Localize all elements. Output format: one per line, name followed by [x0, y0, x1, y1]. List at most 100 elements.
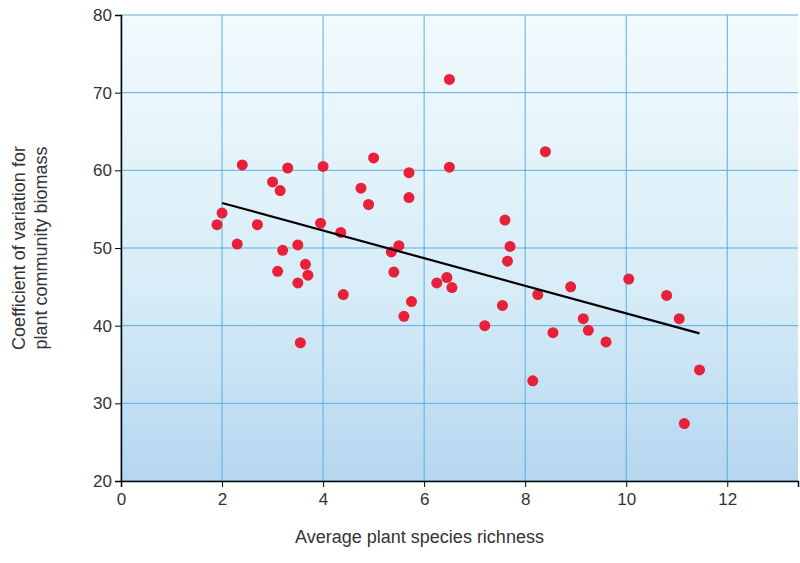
point — [479, 320, 490, 331]
y-tick-mark — [115, 15, 121, 16]
point — [499, 215, 510, 226]
point — [295, 337, 306, 348]
point — [275, 185, 286, 196]
y-tick: 80 — [93, 6, 121, 25]
x-tick-mark — [323, 481, 324, 487]
point — [583, 325, 594, 336]
y-tick-label: 30 — [93, 394, 112, 413]
y-tick: 20 — [93, 472, 121, 491]
y-tick-mark — [115, 93, 121, 94]
point — [431, 277, 442, 288]
point — [300, 259, 311, 270]
x-tick-mark — [424, 481, 425, 487]
point — [237, 159, 248, 170]
y-tick: 50 — [93, 239, 121, 258]
x-axis: 0 2 4 6 8 10 12 — [117, 481, 799, 509]
y-axis-title: Coefficient of variation for — [9, 146, 29, 350]
point — [363, 199, 374, 210]
y-tick-label: 40 — [93, 317, 112, 336]
x-tick-mark — [222, 481, 223, 487]
x-tick-mark — [525, 481, 526, 487]
y-tick-mark — [115, 170, 121, 171]
x-tick: 12 — [718, 481, 737, 509]
y-axis-line — [115, 16, 122, 482]
plot: 0 2 4 6 8 10 12 20 30 40 50 60 70 80 — [93, 6, 798, 509]
point — [232, 239, 243, 250]
point — [694, 364, 705, 375]
x-axis-title: Average plant species richness — [295, 527, 544, 547]
y-tick-mark — [115, 326, 121, 327]
point — [661, 290, 672, 301]
point — [277, 245, 288, 256]
y-tick: 60 — [93, 161, 121, 180]
y-tick: 40 — [93, 317, 121, 336]
x-tick-label: 8 — [521, 490, 530, 509]
x-tick-mark — [727, 481, 728, 487]
grid-line — [121, 92, 798, 93]
point — [540, 146, 551, 157]
grid-line — [121, 170, 798, 171]
x-tick-label: 4 — [319, 490, 328, 509]
point — [302, 270, 313, 281]
y-tick-label: 50 — [93, 239, 112, 258]
grid-line — [121, 403, 798, 404]
point — [441, 272, 452, 283]
x-tick-label: 12 — [718, 490, 737, 509]
point — [318, 161, 329, 172]
grid — [121, 15, 798, 481]
point — [406, 296, 417, 307]
point — [252, 219, 263, 230]
point — [565, 281, 576, 292]
point — [282, 163, 293, 174]
y-tick-mark — [115, 248, 121, 249]
x-tick: 0 — [117, 481, 126, 509]
x-axis-line — [122, 482, 799, 488]
grid-line — [121, 248, 798, 249]
point — [446, 282, 457, 293]
y-tick-mark — [115, 481, 121, 482]
point — [578, 313, 589, 324]
y-tick-label: 80 — [93, 6, 112, 25]
point — [368, 152, 379, 163]
marks — [211, 74, 704, 429]
point — [527, 375, 538, 386]
point — [547, 327, 558, 338]
x-tick: 2 — [218, 481, 227, 509]
point — [388, 267, 399, 278]
y-tick-label: 20 — [93, 472, 112, 491]
point — [315, 218, 326, 229]
point — [403, 192, 414, 203]
x-tick: 10 — [617, 481, 636, 509]
point — [674, 313, 685, 324]
point — [398, 311, 409, 322]
point — [623, 274, 634, 285]
y-tick-mark — [115, 403, 121, 404]
y-axis: 20 30 40 50 60 70 80 — [93, 6, 121, 491]
point — [497, 300, 508, 311]
point — [272, 266, 283, 277]
y-tick-label: 70 — [93, 84, 112, 103]
point — [444, 162, 455, 173]
y-tick-label: 60 — [93, 161, 112, 180]
point — [338, 289, 349, 300]
x-tick-label: 2 — [218, 490, 227, 509]
x-tick: 4 — [319, 481, 328, 509]
point — [444, 74, 455, 85]
y-tick: 70 — [93, 84, 121, 103]
point — [403, 167, 414, 178]
x-tick-label: 10 — [617, 490, 636, 509]
x-tick-mark — [626, 481, 627, 487]
point — [502, 256, 513, 267]
x-tick: 8 — [521, 481, 530, 509]
point — [217, 208, 228, 219]
point — [292, 239, 303, 250]
grid-line — [121, 15, 798, 16]
point — [601, 336, 612, 347]
x-tick-label: 6 — [420, 490, 429, 509]
point — [211, 219, 222, 230]
trend-line — [222, 203, 699, 333]
point — [505, 241, 516, 252]
point — [355, 183, 366, 194]
grid-line — [121, 325, 798, 326]
chart: 0 2 4 6 8 10 12 20 30 40 50 60 70 80 Average plant spe… — [0, 0, 800, 563]
